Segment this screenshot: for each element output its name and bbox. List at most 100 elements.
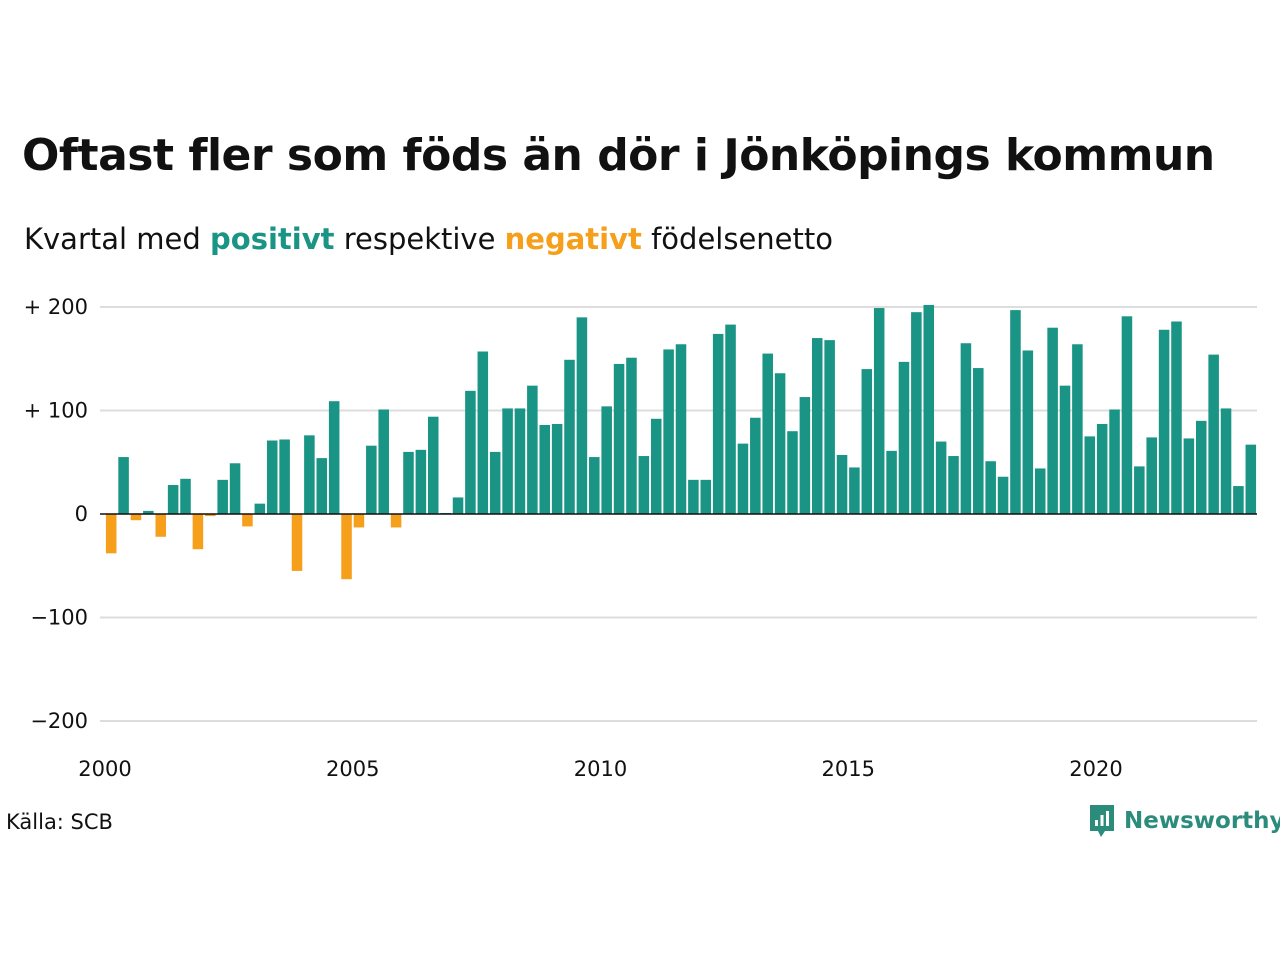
- bar: [1195, 420, 1207, 514]
- subtitle-positive-word: positivt: [210, 222, 335, 256]
- bar: [712, 333, 724, 514]
- bar: [886, 450, 897, 514]
- y-tick-label: 0: [75, 502, 88, 526]
- bar: [217, 479, 228, 514]
- bar: [1010, 310, 1021, 514]
- chart-title: Oftast fler som föds än dör i Jönköpings…: [22, 130, 1215, 181]
- bar: [762, 353, 773, 514]
- bar: [811, 338, 823, 514]
- bar: [527, 385, 538, 514]
- y-tick-label: −200: [30, 709, 88, 733]
- bar: [167, 485, 179, 514]
- bar: [1233, 486, 1244, 514]
- x-tick-label: 2015: [821, 757, 874, 781]
- bar: [750, 417, 761, 514]
- subtitle-negative-word: negativt: [504, 222, 642, 256]
- x-tick-label: 2020: [1069, 757, 1122, 781]
- bar: [1096, 423, 1108, 514]
- chart-subtitle: Kvartal med positivt respektive negativt…: [24, 222, 833, 256]
- bar: [787, 431, 798, 514]
- bar: [1171, 321, 1182, 514]
- bar: [948, 456, 959, 514]
- bar: [415, 449, 427, 514]
- bar: [143, 510, 154, 514]
- bar: [1158, 329, 1170, 514]
- bar: [824, 340, 835, 514]
- bars: [105, 304, 1257, 580]
- bar: [118, 457, 129, 514]
- bar: [1183, 438, 1195, 514]
- bar: [564, 359, 575, 514]
- bar: [502, 408, 513, 514]
- bar: [626, 357, 637, 514]
- bar: [700, 479, 712, 514]
- bar: [229, 463, 241, 514]
- x-tick-label: 2005: [326, 757, 379, 781]
- y-tick-label: + 100: [24, 399, 88, 423]
- bar: [663, 349, 674, 514]
- bar: [774, 373, 786, 514]
- bar: [316, 458, 328, 514]
- bar: [688, 479, 699, 514]
- x-tick-label: 2010: [574, 757, 627, 781]
- x-tick-label: 2000: [78, 757, 131, 781]
- bar: [353, 514, 365, 528]
- bar: [898, 361, 910, 514]
- bar: [477, 351, 489, 514]
- bar: [613, 363, 625, 514]
- subtitle-prefix: Kvartal med: [24, 222, 211, 256]
- bar: [205, 514, 216, 517]
- bar: [254, 503, 266, 514]
- bar: [1134, 466, 1145, 514]
- bar: [1047, 327, 1058, 514]
- bar: [1034, 468, 1046, 514]
- bar: [725, 324, 736, 514]
- bar: [1245, 444, 1257, 514]
- newsworthy-logo-icon: [1090, 805, 1114, 837]
- bar: [378, 409, 389, 514]
- bar: [973, 368, 984, 514]
- bar: [1072, 344, 1083, 514]
- bar: [997, 476, 1009, 514]
- bar: [341, 514, 352, 580]
- bar: [242, 514, 253, 527]
- bar: [465, 390, 476, 514]
- bar: [589, 457, 600, 514]
- bar: [1208, 354, 1219, 514]
- bar: [130, 514, 142, 521]
- bar: [427, 416, 439, 514]
- bar: [799, 397, 811, 514]
- bar: [576, 317, 588, 514]
- subtitle-suffix: födelsenetto: [641, 222, 833, 256]
- axes: + 200 + 100 0 −100 −200 2000 2005 2010 2015 2020: [24, 295, 1257, 781]
- bar: [650, 418, 662, 514]
- bar: [836, 455, 848, 514]
- bar: [279, 439, 290, 514]
- bar: [1022, 350, 1034, 514]
- bar: [489, 451, 501, 514]
- bar: [155, 514, 167, 537]
- brand-logo: Newsworthy: [1088, 803, 1280, 839]
- y-tick-label: + 200: [24, 295, 88, 319]
- bar: [291, 514, 303, 571]
- bar: [180, 478, 191, 514]
- bar: [1109, 409, 1120, 514]
- bar: [266, 440, 278, 514]
- bar: [1220, 408, 1232, 514]
- bar: [985, 461, 996, 514]
- bar: [452, 497, 464, 514]
- bar: [539, 424, 551, 514]
- bar: [873, 308, 885, 514]
- bar: [192, 514, 204, 550]
- bar: [403, 451, 414, 514]
- bar: [366, 445, 377, 514]
- bar: [849, 467, 860, 514]
- bar: [1059, 385, 1071, 514]
- bar: [737, 443, 749, 514]
- bar: [935, 441, 947, 514]
- bar: [551, 423, 563, 514]
- source-note: Källa: SCB: [6, 810, 113, 834]
- subtitle-middle: respektive: [334, 222, 505, 256]
- bar: [601, 406, 612, 514]
